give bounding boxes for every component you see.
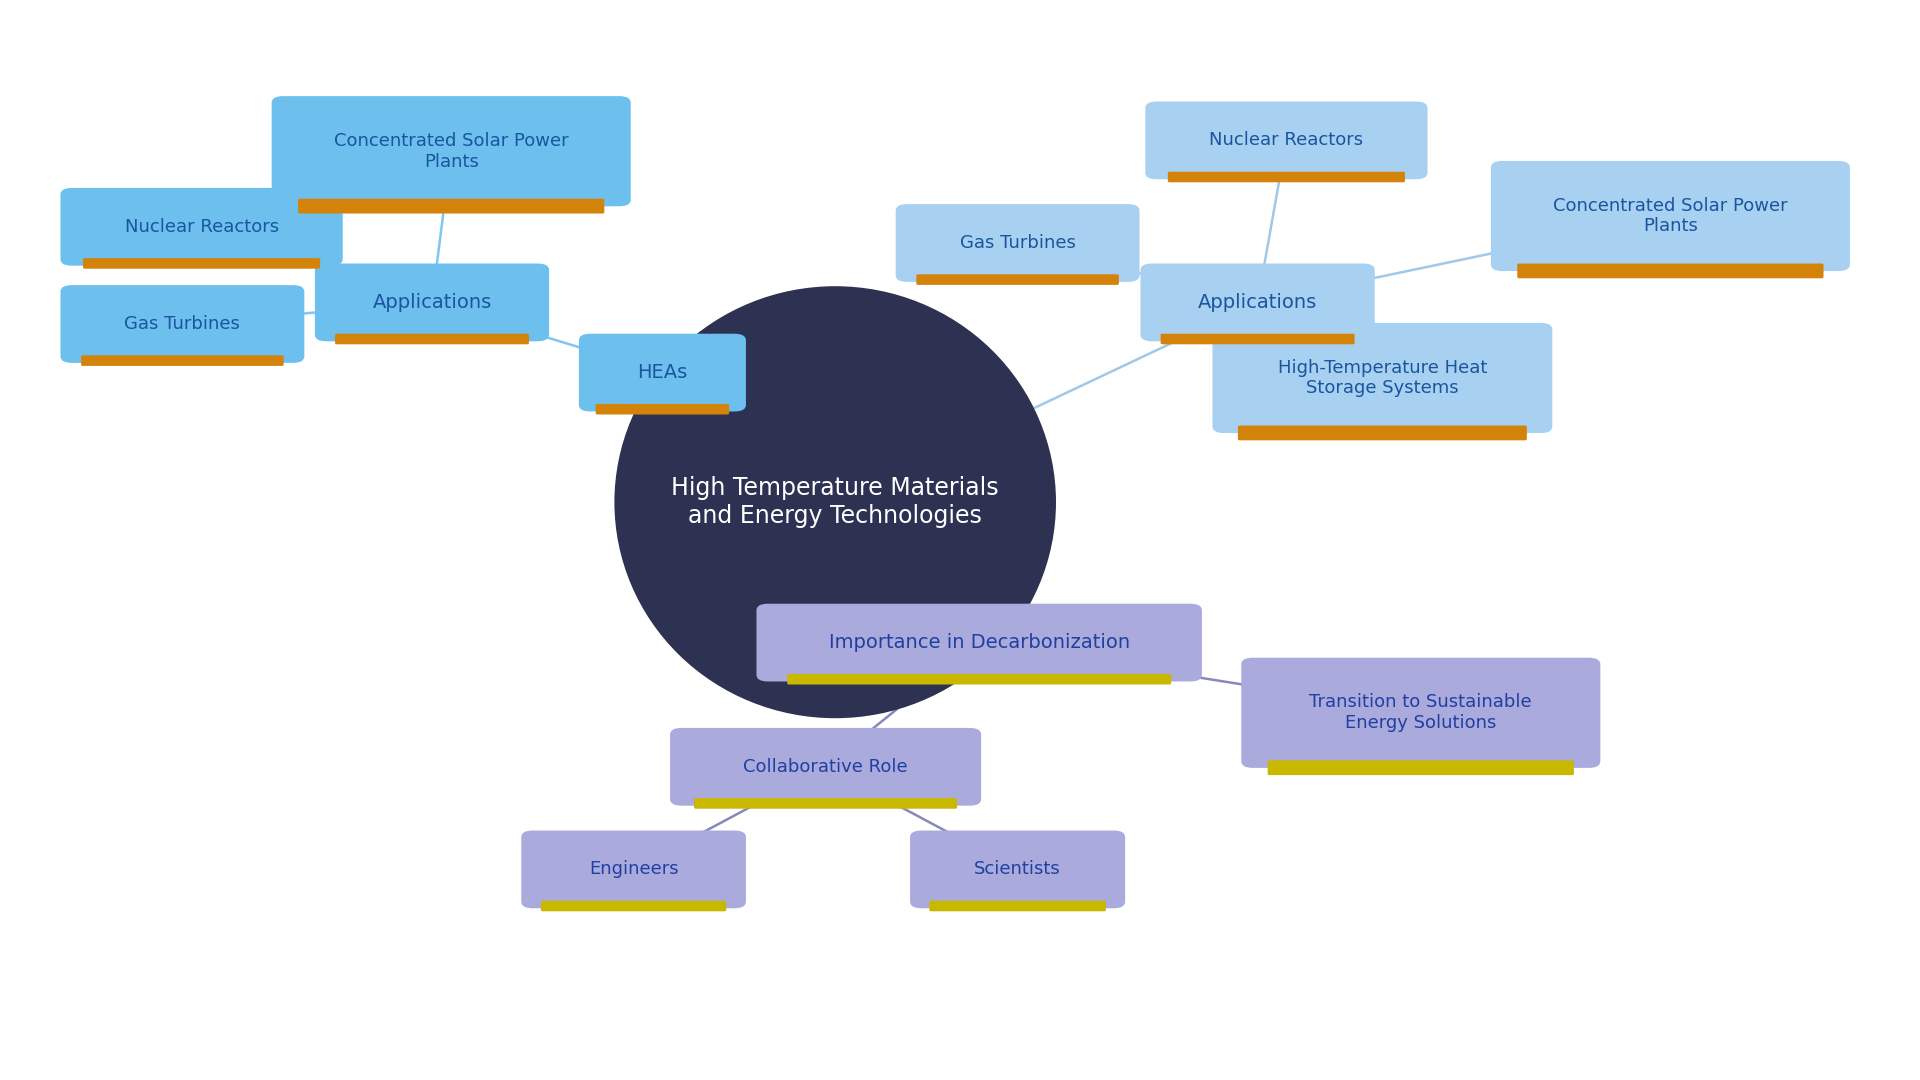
FancyBboxPatch shape	[541, 901, 726, 912]
Text: Applications: Applications	[372, 293, 492, 312]
FancyBboxPatch shape	[756, 604, 1202, 681]
Text: Importance in Decarbonization: Importance in Decarbonization	[829, 633, 1129, 652]
Text: Transition to Sustainable
Energy Solutions: Transition to Sustainable Energy Solutio…	[1309, 693, 1532, 732]
FancyBboxPatch shape	[595, 404, 730, 415]
FancyBboxPatch shape	[61, 285, 303, 363]
Text: Concentrated Solar Power
Plants: Concentrated Solar Power Plants	[1553, 197, 1788, 235]
FancyBboxPatch shape	[1140, 264, 1375, 341]
FancyBboxPatch shape	[1490, 161, 1851, 271]
FancyBboxPatch shape	[60, 188, 344, 266]
Text: High Temperature Materials
and Energy Technologies: High Temperature Materials and Energy Te…	[672, 476, 998, 528]
FancyBboxPatch shape	[315, 264, 549, 341]
FancyBboxPatch shape	[1238, 426, 1526, 441]
Text: Engineers: Engineers	[589, 861, 678, 878]
Text: HEAs: HEAs	[637, 363, 687, 382]
FancyBboxPatch shape	[336, 334, 530, 345]
FancyBboxPatch shape	[929, 901, 1106, 912]
FancyBboxPatch shape	[1144, 102, 1427, 179]
FancyBboxPatch shape	[693, 798, 956, 809]
FancyBboxPatch shape	[580, 334, 745, 411]
FancyBboxPatch shape	[271, 96, 630, 206]
FancyBboxPatch shape	[298, 199, 605, 214]
Text: High-Temperature Heat
Storage Systems: High-Temperature Heat Storage Systems	[1277, 359, 1488, 397]
Text: Applications: Applications	[1198, 293, 1317, 312]
Text: Gas Turbines: Gas Turbines	[125, 315, 240, 333]
FancyBboxPatch shape	[1517, 264, 1824, 279]
FancyBboxPatch shape	[916, 274, 1119, 285]
FancyBboxPatch shape	[522, 831, 745, 908]
Text: Concentrated Solar Power
Plants: Concentrated Solar Power Plants	[334, 132, 568, 171]
FancyBboxPatch shape	[81, 355, 284, 366]
FancyBboxPatch shape	[1267, 760, 1574, 775]
FancyBboxPatch shape	[787, 674, 1171, 685]
FancyBboxPatch shape	[1240, 658, 1599, 768]
FancyBboxPatch shape	[895, 204, 1140, 282]
FancyBboxPatch shape	[910, 831, 1125, 908]
Text: Nuclear Reactors: Nuclear Reactors	[125, 218, 278, 235]
FancyBboxPatch shape	[1167, 172, 1405, 183]
FancyBboxPatch shape	[670, 728, 981, 806]
Text: Scientists: Scientists	[973, 861, 1062, 878]
FancyBboxPatch shape	[1213, 323, 1551, 433]
FancyBboxPatch shape	[1160, 334, 1354, 345]
Ellipse shape	[614, 286, 1056, 718]
Text: Gas Turbines: Gas Turbines	[960, 234, 1075, 252]
FancyBboxPatch shape	[83, 258, 321, 269]
Text: Nuclear Reactors: Nuclear Reactors	[1210, 132, 1363, 149]
Text: Collaborative Role: Collaborative Role	[743, 758, 908, 775]
